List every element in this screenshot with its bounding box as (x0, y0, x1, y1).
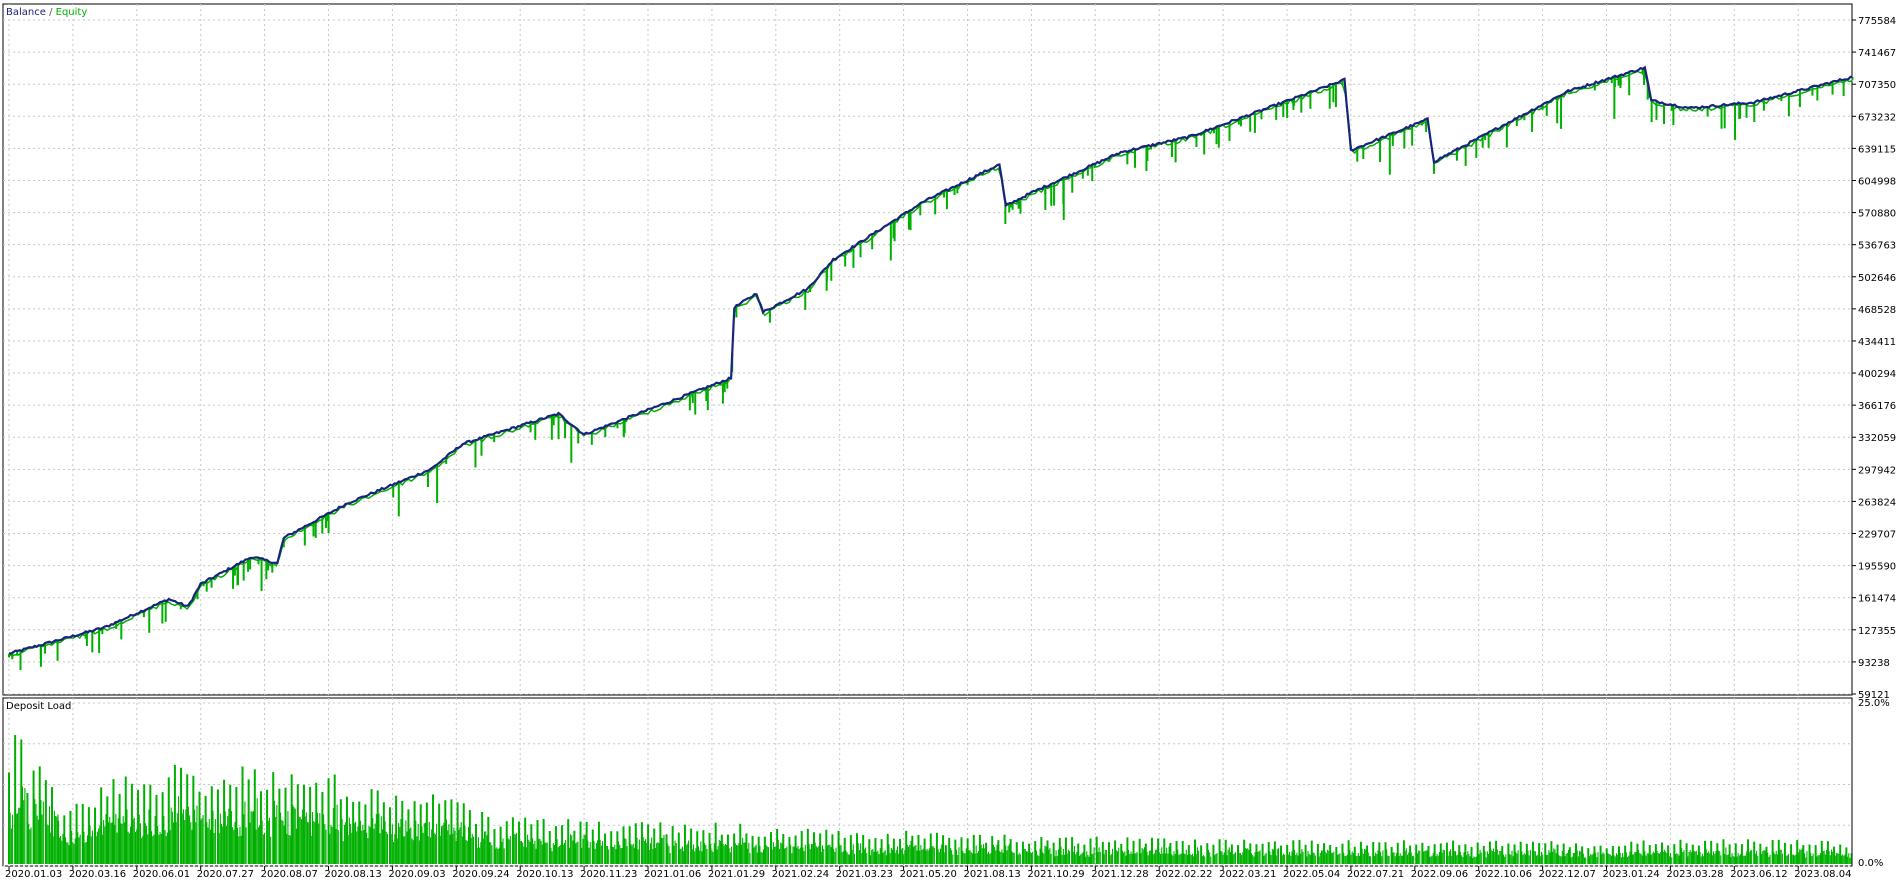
deposit-y-tick-label: 25.0% (1858, 698, 1890, 709)
x-tick-label: 2022.12.07 (1539, 869, 1596, 880)
x-tick-label: 2020.09.24 (452, 869, 509, 880)
y-tick-label: 297942 (1858, 465, 1896, 476)
x-tick-label: 2020.08.07 (261, 869, 318, 880)
x-tick-label: 2021.01.06 (644, 869, 701, 880)
deposit-y-tick-label: 0.0% (1858, 858, 1883, 869)
y-tick-label: 93238 (1858, 658, 1890, 669)
y-tick-label: 707350 (1858, 80, 1896, 91)
x-tick-label: 2021.02.24 (772, 869, 829, 880)
y-tick-label: 468528 (1858, 305, 1896, 316)
deposit-load-bars (8, 735, 1852, 864)
date-x-axis: 2020.01.03 2020.03.16 2020.06.01 2020.07.27… (5, 866, 1851, 880)
y-tick-label: 536763 (1858, 241, 1896, 252)
y-tick-label: 400294 (1858, 369, 1896, 380)
deposit-label-box (4, 699, 62, 712)
y-tick-label: 366176 (1858, 401, 1896, 412)
x-tick-label: 2022.10.06 (1475, 869, 1532, 880)
x-tick-label: 2022.03.21 (1219, 869, 1276, 880)
x-tick-label: 2023.03.28 (1666, 869, 1723, 880)
x-tick-label: 2022.05.04 (1283, 869, 1340, 880)
y-tick-label: 195590 (1858, 562, 1896, 573)
svg-text:Balance / Equity: Balance / Equity (6, 7, 87, 18)
legend-equity-label: Equity (56, 7, 88, 18)
balance-y-axis: 775584 741467 707350 673232 639115 604998 5708… (1852, 16, 1896, 701)
y-tick-label: 502646 (1858, 273, 1896, 284)
y-tick-label: 59121 (1858, 690, 1890, 701)
y-tick-label: 229707 (1858, 530, 1896, 541)
balance-series-line (8, 65, 1853, 655)
y-tick-label: 775584 (1858, 16, 1896, 27)
x-tick-label: 2022.02.22 (1155, 869, 1212, 880)
x-tick-label: 2021.12.28 (1091, 869, 1148, 880)
y-tick-label: 673232 (1858, 112, 1896, 123)
legend-balance-label: Balance (6, 7, 46, 18)
deposit-load-label: Deposit Load (6, 701, 71, 712)
y-tick-label: 127355 (1858, 626, 1896, 637)
y-tick-label: 332059 (1858, 433, 1896, 444)
x-tick-label: 2020.10.13 (516, 869, 573, 880)
x-tick-label: 2020.01.03 (5, 869, 62, 880)
y-tick-label: 639115 (1858, 144, 1896, 155)
x-tick-label: 2021.01.29 (708, 869, 765, 880)
y-tick-label: 604998 (1858, 176, 1896, 187)
y-tick-label: 263824 (1858, 497, 1896, 508)
x-tick-label: 2023.01.24 (1603, 869, 1660, 880)
x-tick-label: 2020.06.01 (133, 869, 190, 880)
y-tick-label: 161474 (1858, 594, 1896, 605)
x-tick-label: 2021.10.29 (1027, 869, 1084, 880)
balance-panel-frame (2, 3, 1853, 696)
x-tick-label: 2022.07.21 (1347, 869, 1404, 880)
x-tick-label: 2021.03.23 (836, 869, 893, 880)
x-tick-label: 2020.09.03 (388, 869, 445, 880)
legend-box (4, 5, 74, 19)
x-tick-label: 2023.06.12 (1730, 869, 1787, 880)
y-tick-label: 741467 (1858, 48, 1896, 59)
y-tick-label: 434411 (1858, 337, 1896, 348)
x-tick-label: 2022.09.06 (1411, 869, 1468, 880)
x-tick-label: 2020.07.27 (197, 869, 254, 880)
x-tick-label: 2021.08.13 (964, 869, 1021, 880)
x-tick-label: 2023.08.04 (1794, 869, 1851, 880)
x-tick-label: 2021.05.20 (900, 869, 957, 880)
x-tick-label: 2020.08.13 (325, 869, 382, 880)
x-tick-label: 2020.11.23 (580, 869, 637, 880)
y-tick-label: 570880 (1858, 209, 1896, 220)
x-tick-label: 2020.03.16 (69, 869, 126, 880)
legend-separator: / (49, 7, 56, 18)
deposit-y-axis: 25.0% 0.0% (1858, 698, 1890, 869)
